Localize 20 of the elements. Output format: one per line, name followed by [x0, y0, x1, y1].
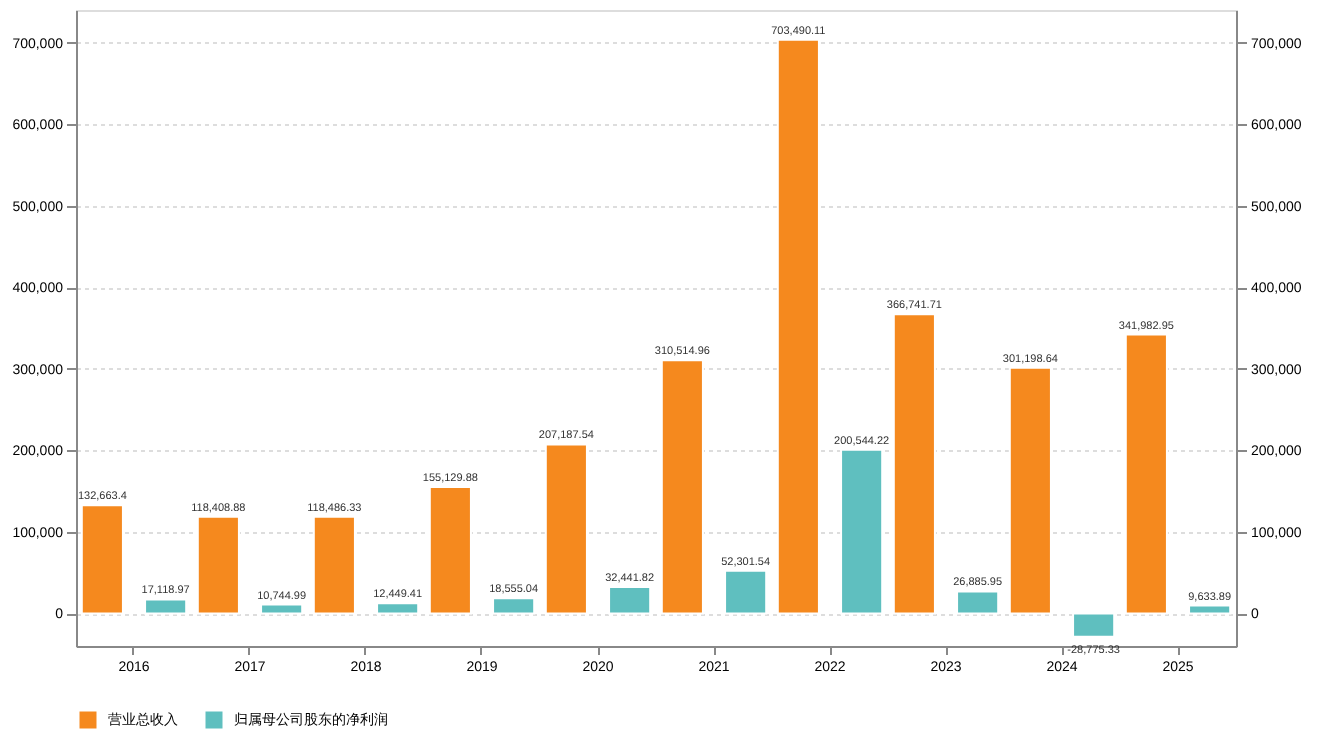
bar [260, 603, 304, 615]
bar [892, 313, 936, 615]
bar [312, 515, 356, 615]
bar [776, 38, 820, 615]
bar [1008, 366, 1052, 615]
bar [544, 443, 588, 615]
bar [1124, 333, 1168, 615]
bar [1072, 612, 1116, 638]
bar [428, 485, 472, 615]
bar [196, 515, 240, 615]
bar [608, 585, 652, 615]
bar [492, 597, 536, 615]
bar [660, 359, 704, 615]
bar [144, 598, 188, 615]
bar [376, 602, 420, 615]
bar [1188, 604, 1232, 615]
bar [80, 504, 124, 615]
bar [956, 590, 1000, 615]
bar [840, 448, 884, 615]
bar [724, 569, 768, 615]
